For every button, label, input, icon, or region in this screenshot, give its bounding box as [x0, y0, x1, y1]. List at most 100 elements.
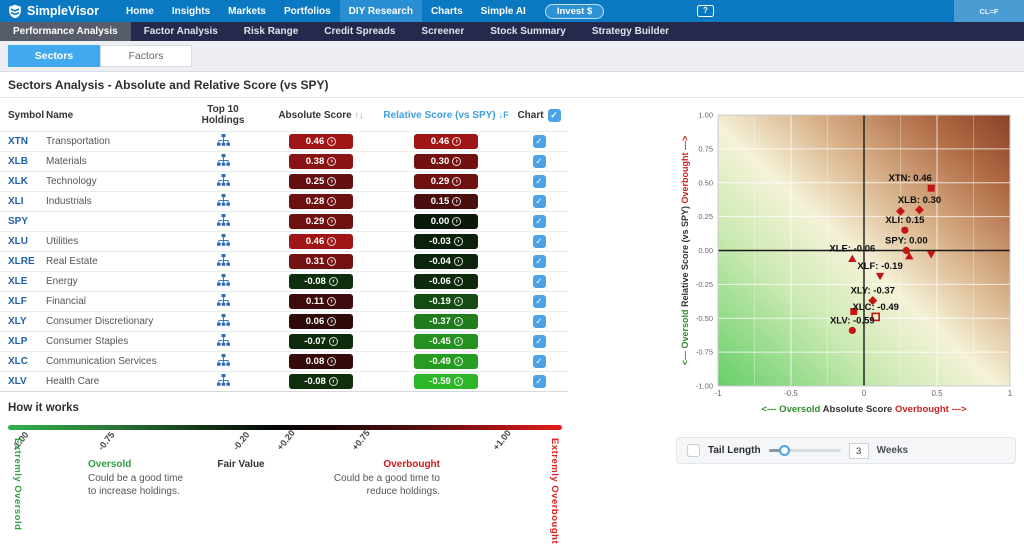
nav-item-markets[interactable]: Markets: [228, 5, 266, 17]
holdings-icon[interactable]: [186, 351, 260, 372]
score-pill[interactable]: -0.49 ›: [414, 354, 478, 369]
chart-select-all-checkbox[interactable]: ✓: [547, 108, 561, 122]
chart-checkbox[interactable]: ✓: [532, 275, 546, 288]
subnav-item-performance-analysis[interactable]: Performance Analysis: [0, 22, 131, 41]
score-pill[interactable]: 0.38 ›: [289, 154, 353, 169]
sort-icon-relative[interactable]: ↓F: [498, 109, 509, 120]
symbol-link[interactable]: XLU: [8, 236, 28, 247]
invest-button[interactable]: Invest $: [544, 3, 605, 19]
chart-point-xly[interactable]: [868, 296, 878, 306]
tail-length-checkbox[interactable]: [687, 444, 700, 457]
chart-checkbox[interactable]: ✓: [532, 295, 546, 308]
symbol-link[interactable]: XLF: [8, 296, 27, 307]
subnav-item-risk-range[interactable]: Risk Range: [243, 26, 299, 37]
score-pill[interactable]: 0.08 ›: [289, 354, 353, 369]
score-pill[interactable]: -0.04 ›: [414, 254, 478, 269]
score-pill[interactable]: 0.46 ›: [289, 234, 353, 249]
symbol-link[interactable]: XLP: [8, 336, 28, 347]
holdings-icon[interactable]: [186, 171, 260, 192]
brand[interactable]: SimpleVisor: [8, 4, 99, 19]
nav-item-home[interactable]: Home: [126, 5, 154, 17]
holdings-icon[interactable]: [186, 331, 260, 352]
score-pill[interactable]: -0.59 ›: [414, 374, 478, 389]
score-pill[interactable]: -0.03 ›: [414, 234, 478, 249]
nav-item-portfolios[interactable]: Portfolios: [283, 5, 331, 17]
subnav-item-stock-summary[interactable]: Stock Summary: [490, 26, 566, 37]
chart-checkbox[interactable]: ✓: [532, 175, 546, 188]
chart-checkbox[interactable]: ✓: [532, 335, 546, 348]
nav-item-insights[interactable]: Insights: [171, 5, 211, 17]
chart-checkbox[interactable]: ✓: [532, 215, 546, 228]
subnav-item-credit-spreads[interactable]: Credit Spreads: [324, 26, 396, 37]
chart-point-xlc[interactable]: [871, 312, 880, 322]
chart-checkbox[interactable]: ✓: [532, 315, 546, 328]
chart-point-xlp[interactable]: [850, 307, 858, 315]
score-pill[interactable]: 0.29 ›: [289, 214, 353, 229]
symbol-link[interactable]: XLRE: [8, 256, 35, 267]
score-pill[interactable]: 0.06 ›: [289, 314, 353, 329]
score-pill[interactable]: 0.00 ›: [414, 214, 478, 229]
subnav-item-factor-analysis[interactable]: Factor Analysis: [143, 26, 218, 37]
holdings-icon[interactable]: [186, 271, 260, 292]
score-pill[interactable]: 0.29 ›: [414, 174, 478, 189]
score-pill[interactable]: 0.25 ›: [289, 174, 353, 189]
holdings-icon[interactable]: [186, 311, 260, 332]
score-pill[interactable]: -0.08 ›: [289, 274, 353, 289]
chart-checkbox[interactable]: ✓: [532, 375, 546, 388]
chart-point-xlre[interactable]: [905, 251, 914, 260]
holdings-icon[interactable]: [186, 151, 260, 172]
chart-checkbox[interactable]: ✓: [532, 135, 546, 148]
tail-length-value[interactable]: 3: [848, 442, 869, 459]
holdings-icon[interactable]: [186, 291, 260, 312]
score-pill[interactable]: -0.06 ›: [414, 274, 478, 289]
nav-item-charts[interactable]: Charts: [430, 5, 463, 17]
symbol-link[interactable]: XLY: [8, 316, 27, 327]
header-absolute-score[interactable]: Absolute Score ↑↓: [278, 109, 364, 121]
score-pill[interactable]: 0.46 ›: [414, 134, 478, 149]
header-relative-score[interactable]: Relative Score (vs SPY) ↓F: [383, 109, 509, 121]
score-pill[interactable]: -0.37 ›: [414, 314, 478, 329]
chart-point-xli[interactable]: [901, 226, 909, 234]
ticker-button[interactable]: CL=F: [954, 0, 1024, 22]
symbol-link[interactable]: XLB: [8, 156, 28, 167]
tab-factors[interactable]: Factors: [100, 45, 192, 67]
chart-point-xle[interactable]: [848, 254, 857, 263]
chart-checkbox[interactable]: ✓: [532, 255, 546, 268]
score-pill[interactable]: 0.28 ›: [289, 194, 353, 209]
symbol-link[interactable]: SPY: [8, 216, 29, 227]
subnav-item-screener[interactable]: Screener: [421, 26, 465, 37]
score-pill[interactable]: 0.46 ›: [289, 134, 353, 149]
chart-point-xtn[interactable]: [927, 184, 935, 192]
holdings-icon[interactable]: [186, 231, 260, 252]
score-pill[interactable]: 0.30 ›: [414, 154, 478, 169]
holdings-icon[interactable]: [186, 131, 260, 152]
chart-point-xlv[interactable]: [848, 326, 856, 335]
score-pill[interactable]: 0.31 ›: [289, 254, 353, 269]
holdings-icon[interactable]: [186, 371, 260, 392]
symbol-link[interactable]: XTN: [8, 136, 28, 147]
slider-handle[interactable]: [778, 445, 790, 456]
score-pill[interactable]: 0.11 ›: [289, 294, 353, 309]
score-pill[interactable]: 0.15 ›: [414, 194, 478, 209]
chart-checkbox[interactable]: ✓: [532, 235, 546, 248]
chart-checkbox[interactable]: ✓: [532, 155, 546, 168]
chart-checkbox[interactable]: ✓: [532, 195, 546, 208]
nav-item-diy-research[interactable]: DIY Research: [339, 0, 422, 22]
score-pill[interactable]: -0.45 ›: [414, 334, 478, 349]
score-pill[interactable]: -0.07 ›: [289, 334, 353, 349]
symbol-link[interactable]: XLE: [8, 276, 28, 287]
help-icon[interactable]: ?: [697, 5, 714, 17]
chart-point-xlu[interactable]: [926, 251, 936, 259]
nav-item-simple-ai[interactable]: Simple AI: [480, 5, 526, 17]
symbol-link[interactable]: XLC: [8, 356, 28, 367]
chart-checkbox[interactable]: ✓: [532, 355, 546, 368]
subnav-item-strategy-builder[interactable]: Strategy Builder: [591, 26, 670, 37]
holdings-icon[interactable]: [186, 211, 260, 232]
tail-length-slider[interactable]: [768, 445, 841, 456]
holdings-icon[interactable]: [186, 191, 260, 212]
tab-sectors[interactable]: Sectors: [8, 45, 100, 67]
symbol-link[interactable]: XLV: [8, 376, 27, 387]
symbol-link[interactable]: XLK: [8, 176, 28, 187]
chart-point-xlb[interactable]: [914, 205, 924, 215]
chart-point-spy[interactable]: [902, 246, 910, 255]
